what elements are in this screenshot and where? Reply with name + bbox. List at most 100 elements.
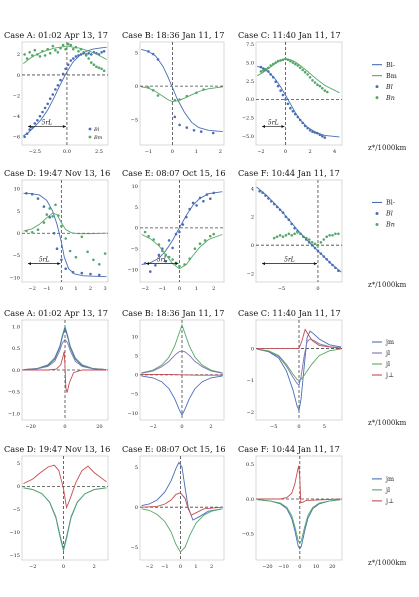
data-point-blue	[23, 135, 26, 139]
panel-frame	[139, 41, 225, 146]
data-point-green	[328, 234, 331, 237]
data-point-green	[291, 61, 295, 64]
data-point-green	[61, 43, 65, 47]
data-point-green	[281, 235, 285, 238]
data-point-blue	[43, 106, 47, 110]
x-tick-label: 20	[329, 564, 335, 570]
y-tick-label: −2	[13, 93, 20, 99]
data-point-green	[92, 258, 95, 262]
y-tick-label: 0	[135, 505, 138, 511]
legend-label: jm	[385, 475, 394, 483]
y-tick-label: 5	[135, 205, 138, 211]
series-line-blue	[256, 186, 342, 273]
series-line-blue	[141, 48, 223, 133]
data-point-blue	[98, 273, 101, 277]
data-point-green	[30, 231, 34, 234]
panel-title: Case B: 18:36 Jan 11, 17	[122, 30, 224, 40]
y-tick-label: 0	[17, 231, 20, 237]
y-tick-label: 0.0	[246, 497, 254, 503]
data-point-green	[259, 70, 263, 73]
series-line-blue	[141, 191, 223, 265]
data-point-green	[92, 63, 96, 66]
data-point-green	[311, 79, 314, 82]
series-line-green	[256, 348, 342, 381]
panel-frame	[139, 455, 225, 561]
data-point-blue	[38, 114, 42, 118]
data-point-green	[33, 48, 37, 52]
x-tick-label: −2	[146, 564, 153, 570]
data-point-green	[56, 51, 60, 54]
panel-frame	[139, 179, 225, 283]
data-point-green	[42, 221, 46, 224]
series-line-blue	[256, 330, 342, 413]
data-point-green	[43, 54, 47, 57]
panel-r1a: Case A: 01:02 Apr 13, 17 −2.5 0.0 2.5 −6 −4 −2…	[4, 30, 109, 155]
data-point-green	[152, 238, 155, 241]
data-point-blue	[69, 59, 73, 62]
y-tick-label: 0.5	[12, 346, 20, 352]
data-point-green	[325, 235, 329, 238]
data-point-blue	[48, 216, 51, 219]
data-point-blue	[211, 131, 215, 135]
x-axis-label: z*/1000km	[368, 144, 407, 152]
row-legend-2: Bl- Bl Bn z*/1000km	[368, 199, 407, 289]
panel-r4b: Case E: 08:07 Oct 15, 16 −2 −1 0 1 2 −5 0 5	[122, 444, 226, 570]
y-tick-label: 0	[251, 243, 254, 249]
y-tick-label: −0.5	[8, 390, 20, 396]
panel-r2c: Case F: 10:44 Jan 11, 17 −5 0 −2 0 2 4 5rL	[238, 168, 343, 292]
data-point-green	[318, 84, 322, 88]
data-point-green	[209, 234, 212, 238]
data-point-green	[284, 234, 288, 237]
legend-swatch-green	[375, 222, 379, 226]
data-point-blue	[192, 129, 196, 132]
data-point-green	[84, 54, 88, 57]
data-point-blue	[64, 267, 67, 271]
series-line-purple	[141, 350, 223, 374]
data-point-blue	[87, 52, 90, 55]
data-point-blue	[33, 122, 37, 125]
data-point-blue	[54, 88, 57, 91]
x-tick-label: 0	[298, 564, 301, 570]
y-tick-label: −5	[13, 507, 20, 513]
y-tick-label: −4	[13, 114, 20, 120]
data-point-green	[80, 235, 84, 239]
series-line-green	[256, 58, 340, 94]
panel-title: Case A: 01:02 Apr 13, 17	[4, 30, 108, 40]
data-point-blue	[59, 78, 62, 82]
y-tick-label: −10	[127, 267, 138, 273]
data-point-blue	[89, 272, 92, 276]
y-tick-label: 2	[17, 52, 20, 58]
data-point-green	[316, 243, 320, 247]
legend-label: Bl-	[386, 61, 395, 69]
panel-title: Case E: 08:07 Oct 15, 16	[122, 444, 226, 454]
data-point-green	[66, 42, 70, 46]
y-tick-label: 5.0	[246, 60, 254, 66]
series-line-red	[23, 351, 107, 393]
data-point-green	[51, 215, 54, 218]
data-point-blue	[55, 247, 59, 250]
data-point-green	[296, 231, 299, 234]
row-legend-1: Bl- Bm Bl Bn z*/1000km	[368, 61, 407, 152]
data-point-green	[36, 228, 40, 231]
y-tick-label: 4	[251, 186, 254, 192]
x-tick-label: 2	[209, 424, 212, 430]
data-point-blue	[284, 98, 287, 101]
data-point-green	[48, 52, 52, 55]
x-tick-label: 0.0	[63, 149, 71, 155]
data-point-blue	[202, 199, 205, 203]
legend-label: j⊥	[385, 497, 394, 505]
data-point-blue	[80, 271, 84, 275]
legend-label: Bm	[386, 72, 397, 80]
data-point-green	[287, 232, 291, 236]
x-tick-label: 0	[284, 149, 287, 155]
data-point-blue	[157, 253, 161, 257]
series-line-green	[257, 499, 341, 545]
data-point-green	[74, 255, 78, 259]
x-tick-label: 0	[178, 286, 181, 292]
data-point-blue	[52, 231, 56, 235]
data-point-green	[103, 252, 107, 255]
data-point-blue	[258, 190, 261, 193]
y-tick-label: −5	[131, 117, 138, 123]
y-tick-label: 0.5	[246, 462, 254, 468]
